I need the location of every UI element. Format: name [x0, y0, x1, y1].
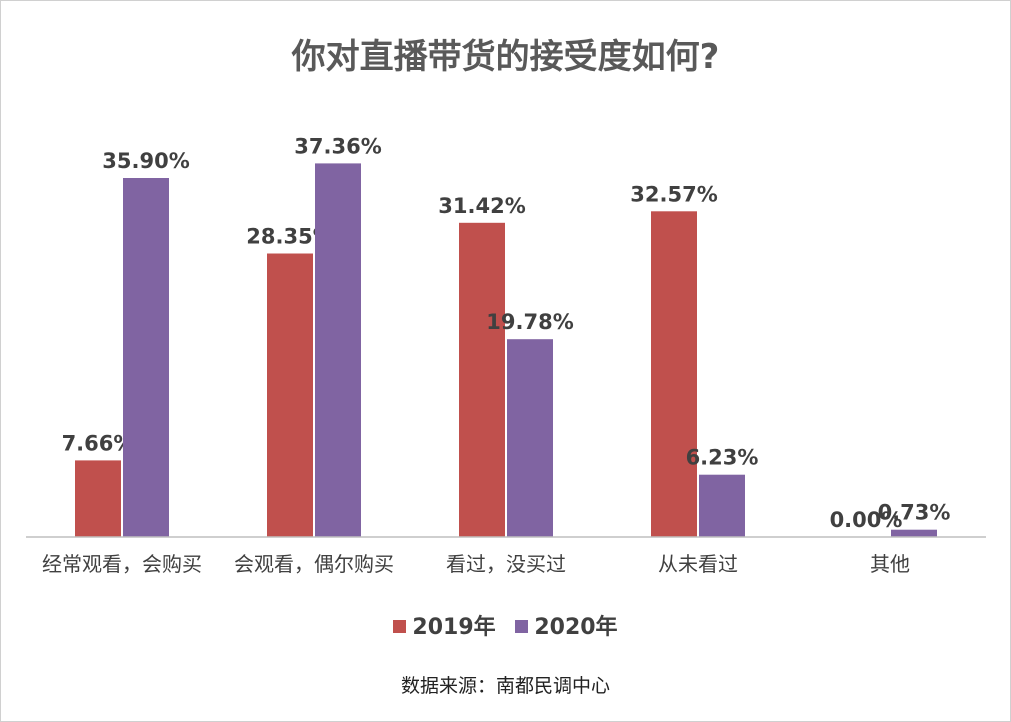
- bar-chart: 7.66%35.90%经常观看，会购买28.35%37.36%会观看，偶尔购买3…: [26, 134, 986, 576]
- bar-2019-1: [267, 253, 313, 537]
- bar-2020-3: [699, 474, 745, 537]
- bar-2019-0: [75, 460, 121, 537]
- data-label-2020-0: 35.90%: [102, 149, 189, 173]
- data-label-2019-2: 31.42%: [438, 194, 525, 218]
- legend-label-2019: 2019年: [412, 615, 496, 640]
- category-label-1: 会观看，偶尔购买: [234, 552, 394, 576]
- legend-swatch-2019: [393, 620, 407, 633]
- bar-2019-2: [459, 222, 505, 538]
- data-label-2020-3: 6.23%: [686, 446, 759, 470]
- bar-2020-1: [315, 163, 361, 537]
- data-label-2019-4: 0.00%: [830, 508, 903, 532]
- data-label-2019-0: 7.66%: [62, 431, 135, 455]
- category-label-3: 从未看过: [658, 552, 738, 576]
- data-label-2019-3: 32.57%: [630, 182, 717, 206]
- legend-swatch-2020: [515, 620, 529, 633]
- category-label-4: 其他: [870, 552, 910, 576]
- legend-item-2019: 2019年: [393, 609, 496, 641]
- bar-2020-2: [507, 339, 553, 537]
- data-label-2020-1: 37.36%: [294, 134, 381, 158]
- bar-2019-3: [651, 211, 697, 538]
- data-label-2020-2: 19.78%: [486, 310, 573, 334]
- legend-label-2020: 2020年: [534, 615, 618, 640]
- bar-2020-0: [123, 178, 169, 537]
- legend-item-2020: 2020年: [515, 609, 618, 641]
- category-label-2: 看过，没买过: [446, 552, 566, 576]
- category-label-0: 经常观看，会购买: [42, 552, 202, 576]
- chart-title: 你对直播带货的接受度如何?: [291, 37, 720, 77]
- bar-2020-4: [891, 529, 937, 537]
- data-label-2020-4: 0.73%: [878, 501, 951, 525]
- source-note: 数据来源：南都民调中心: [400, 675, 610, 697]
- legend: 2019年 2020年: [1, 609, 1010, 641]
